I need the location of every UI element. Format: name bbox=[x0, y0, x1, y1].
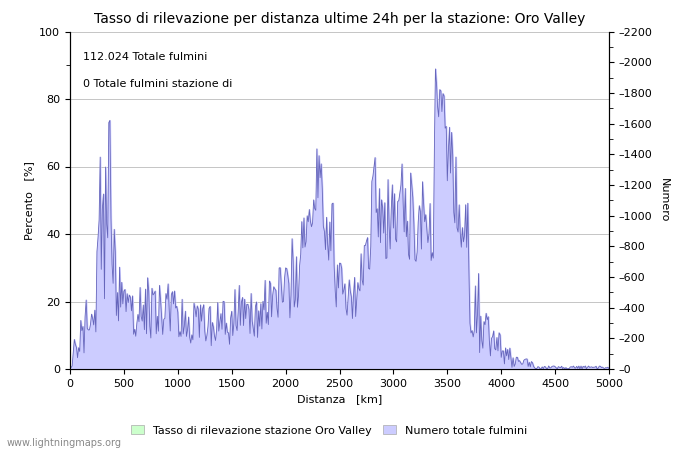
Text: www.lightningmaps.org: www.lightningmaps.org bbox=[7, 438, 122, 448]
Text: 0 Totale fulmini stazione di: 0 Totale fulmini stazione di bbox=[83, 79, 233, 89]
Text: 112.024 Totale fulmini: 112.024 Totale fulmini bbox=[83, 52, 208, 62]
Legend: Tasso di rilevazione stazione Oro Valley, Numero totale fulmini: Tasso di rilevazione stazione Oro Valley… bbox=[126, 421, 532, 440]
Title: Tasso di rilevazione per distanza ultime 24h per la stazione: Oro Valley: Tasso di rilevazione per distanza ultime… bbox=[94, 12, 585, 26]
Y-axis label: Percento   [%]: Percento [%] bbox=[24, 161, 34, 240]
Y-axis label: Numero: Numero bbox=[659, 178, 669, 222]
X-axis label: Distanza   [km]: Distanza [km] bbox=[297, 394, 382, 404]
